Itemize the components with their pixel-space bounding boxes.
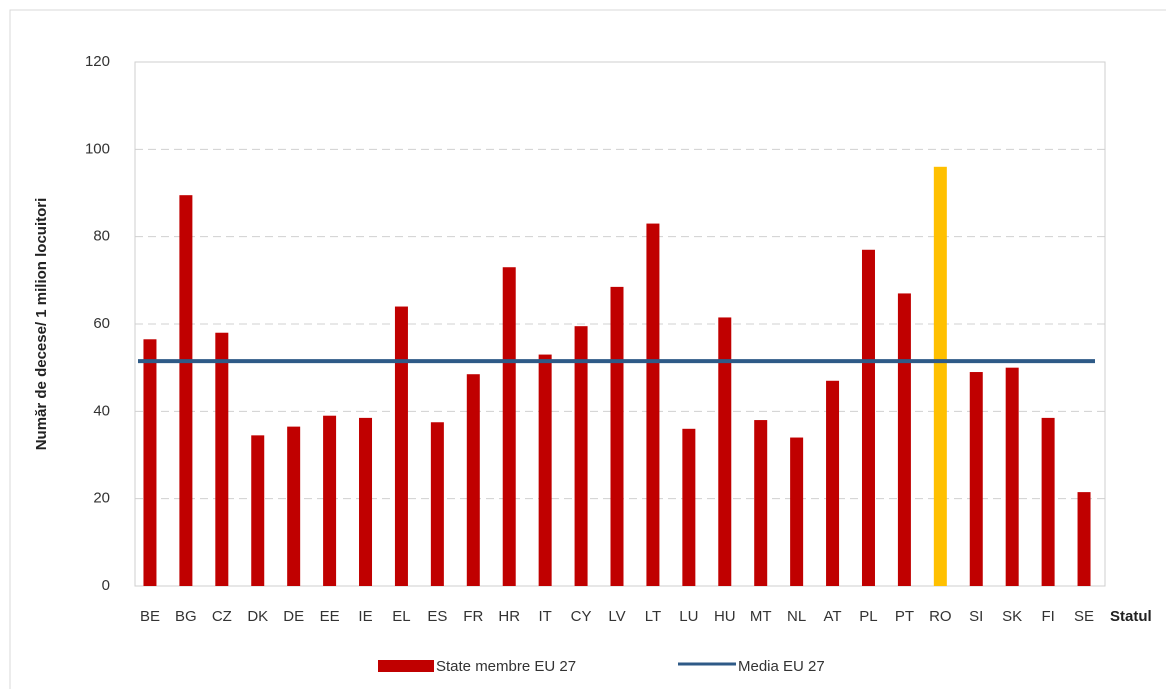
x-tick-label: CY [571, 608, 592, 625]
bar [969, 372, 983, 586]
x-tick-label: DK [247, 608, 268, 625]
y-tick-label: 80 [93, 228, 110, 245]
bar [287, 426, 301, 586]
bar [359, 417, 373, 586]
bar [143, 339, 157, 586]
x-tick-label: IT [538, 608, 551, 625]
bar [897, 293, 911, 586]
x-tick-label: DE [283, 608, 304, 625]
x-tick-label: FR [463, 608, 483, 625]
x-tick-label: SK [1002, 608, 1022, 625]
x-tick-label: PT [895, 608, 914, 625]
x-tick-label: SI [969, 608, 983, 625]
x-tick-label: BG [175, 608, 197, 625]
bar [215, 332, 229, 586]
bar [826, 380, 840, 586]
bar [1041, 417, 1055, 586]
bar [251, 435, 265, 586]
x-axis-title: Statul [1110, 608, 1152, 625]
y-tick-label: 40 [93, 402, 110, 419]
x-tick-label: ES [427, 608, 447, 625]
x-tick-label: BE [140, 608, 160, 625]
x-tick-label: LV [608, 608, 625, 625]
bar [861, 249, 875, 586]
x-tick-label: CZ [212, 608, 232, 625]
bar [323, 415, 337, 586]
bar [466, 374, 480, 586]
y-tick-label: 100 [85, 140, 110, 157]
bar [1077, 492, 1091, 586]
bar [538, 354, 552, 586]
bar [610, 286, 624, 586]
x-tick-label: EE [320, 608, 340, 625]
bar [179, 195, 193, 586]
bar [933, 166, 947, 587]
x-tick-label: RO [929, 608, 952, 625]
x-tick-label: LU [679, 608, 698, 625]
bar [754, 420, 768, 586]
bar [574, 326, 588, 586]
legend-label: Media EU 27 [738, 658, 825, 675]
x-tick-label: PL [859, 608, 877, 625]
x-tick-label: EL [392, 608, 410, 625]
y-axis-title: Număr de decese/ 1 milion locuitori [33, 198, 50, 451]
legend-label: State membre EU 27 [436, 658, 576, 675]
x-tick-label: LT [645, 608, 661, 625]
x-tick-label: FI [1041, 608, 1054, 625]
x-tick-label: HR [498, 608, 520, 625]
bar [790, 437, 804, 586]
bar [430, 422, 444, 586]
bar [718, 317, 732, 586]
legend-swatch [378, 660, 434, 672]
bar [682, 428, 696, 586]
bar [394, 306, 408, 586]
y-tick-label: 20 [93, 490, 110, 507]
x-tick-label: HU [714, 608, 736, 625]
bar [646, 223, 660, 587]
y-tick-label: 60 [93, 315, 110, 332]
y-tick-label: 120 [85, 53, 110, 70]
bar [502, 267, 516, 586]
x-tick-label: MT [750, 608, 772, 625]
x-tick-label: AT [824, 608, 842, 625]
x-tick-label: SE [1074, 608, 1094, 625]
bar [1005, 367, 1019, 586]
x-tick-label: IE [358, 608, 372, 625]
x-tick-label: NL [787, 608, 806, 625]
y-tick-label: 0 [102, 577, 110, 594]
